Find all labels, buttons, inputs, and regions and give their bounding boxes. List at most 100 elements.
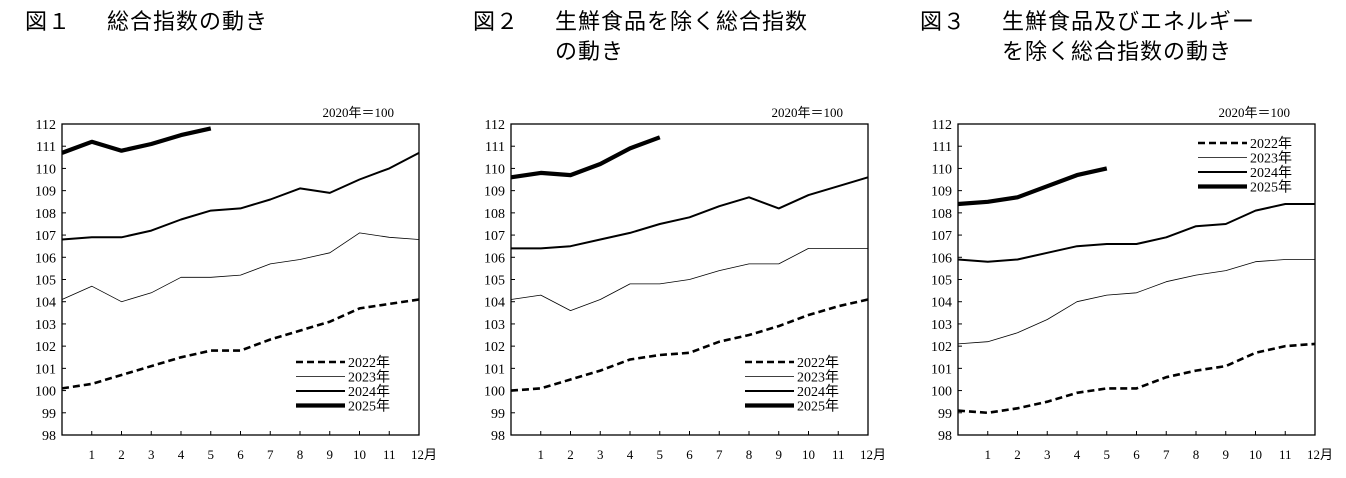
legend-label: 2023年 <box>797 370 839 386</box>
x-tick-label: 7 <box>267 447 274 462</box>
legend-label: 2022年 <box>348 355 390 371</box>
unit-note: 2020年＝100 <box>771 105 843 120</box>
chart-panel-1: 図１ 総合指数の動き 2020年＝100 98 99 100 101 102 103 104 10… <box>0 0 448 478</box>
title-line: 総合指数の動き <box>107 10 269 35</box>
series-line-2025 <box>510 135 661 180</box>
x-tick-label: 1 <box>89 447 96 462</box>
y-tick-label: 107 <box>931 229 952 244</box>
y-tick-label: 103 <box>931 318 952 333</box>
x-tick-label: 11 <box>383 447 396 462</box>
y-tick-label: 98 <box>938 429 952 444</box>
y-tick-label: 98 <box>491 429 505 444</box>
y-tick-label: 108 <box>931 207 952 222</box>
y-tick-label: 102 <box>35 340 56 355</box>
title-line: の動き <box>555 40 625 65</box>
x-tick-label: 6 <box>237 447 244 462</box>
y-tick-label: 109 <box>35 185 56 200</box>
x-tick-label: 5 <box>208 447 215 462</box>
chart-title: 図１ 総合指数の動き <box>25 8 268 38</box>
y-tick-label: 100 <box>35 385 56 400</box>
y-tick-label: 99 <box>938 407 952 422</box>
y-tick-label: 103 <box>35 318 56 333</box>
x-tick-label: 4 <box>1074 447 1081 462</box>
series-line-2023 <box>957 259 1315 345</box>
y-tick-label: 112 <box>485 118 505 133</box>
chart-panel-3: 図３ 生鮮食品及びエネルギー を除く総合指数の動き 2020年＝100 98 99 10… <box>896 0 1344 478</box>
chart-title: 図３ 生鮮食品及びエネルギー を除く総合指数の動き <box>920 8 1255 68</box>
series-line-2022 <box>957 342 1316 415</box>
y-tick-label: 110 <box>36 162 56 177</box>
x-tick-label: 7 <box>1163 447 1170 462</box>
line-chart: 2020年＝1009899100101102103104105106107108… <box>931 105 1333 462</box>
x-tick-label: 9 <box>327 447 334 462</box>
x-tick-label: 4 <box>627 447 634 462</box>
x-tick-label: 3 <box>1044 447 1051 462</box>
y-tick-label: 108 <box>35 207 56 222</box>
y-tick-label: 100 <box>484 385 505 400</box>
y-tick-label: 105 <box>35 274 56 289</box>
line-chart: 2020年＝1009899100101102103104105106107108… <box>484 105 886 462</box>
x-tick-label: 12月 <box>1307 447 1333 462</box>
y-tick-label: 107 <box>484 229 505 244</box>
x-tick-label: 7 <box>716 447 723 462</box>
series-line-2022 <box>61 298 420 390</box>
legend-label: 2024年 <box>797 384 839 400</box>
y-tick-label: 112 <box>932 118 952 133</box>
unit-note: 2020年＝100 <box>1218 105 1290 120</box>
series-line-2025 <box>61 126 212 155</box>
y-tick-label: 99 <box>491 407 505 422</box>
x-tick-label: 1 <box>985 447 992 462</box>
y-tick-label: 101 <box>35 362 56 377</box>
y-tick-label: 104 <box>484 296 505 311</box>
legend-label: 2023年 <box>348 370 390 386</box>
x-tick-label: 6 <box>1133 447 1140 462</box>
x-tick-label: 5 <box>657 447 664 462</box>
y-tick-label: 107 <box>35 229 56 244</box>
y-tick-label: 101 <box>931 362 952 377</box>
series-line-2024 <box>61 152 420 241</box>
y-tick-label: 102 <box>484 340 505 355</box>
y-tick-label: 98 <box>42 429 56 444</box>
legend-label: 2025年 <box>797 399 839 415</box>
x-tick-label: 10 <box>353 447 366 462</box>
title-line: 生鮮食品及びエネルギー <box>1002 10 1256 35</box>
x-tick-label: 6 <box>686 447 693 462</box>
series-line-2025 <box>957 166 1108 207</box>
title-line: を除く総合指数の動き <box>1002 40 1233 65</box>
y-tick-label: 111 <box>932 140 952 155</box>
figure-label: 図１ <box>25 10 72 35</box>
x-tick-label: 11 <box>1279 447 1292 462</box>
x-tick-label: 12月 <box>411 447 437 462</box>
x-tick-label: 2 <box>567 447 574 462</box>
series-line-2024 <box>511 176 869 250</box>
title-line: 生鮮食品を除く総合指数 <box>555 10 809 35</box>
y-tick-label: 101 <box>484 362 505 377</box>
y-tick-label: 110 <box>485 162 505 177</box>
chart-title: 図２ 生鮮食品を除く総合指数 の動き <box>473 8 808 68</box>
y-tick-label: 100 <box>931 385 952 400</box>
x-tick-label: 8 <box>1193 447 1200 462</box>
y-tick-label: 111 <box>485 140 505 155</box>
x-tick-label: 11 <box>832 447 845 462</box>
y-tick-label: 109 <box>931 185 952 200</box>
x-tick-label: 3 <box>148 447 155 462</box>
x-tick-label: 5 <box>1104 447 1111 462</box>
x-tick-label: 3 <box>597 447 604 462</box>
y-tick-label: 104 <box>931 296 952 311</box>
x-tick-label: 12月 <box>860 447 886 462</box>
series-line-2023 <box>510 247 868 312</box>
legend-label: 2024年 <box>348 384 390 400</box>
legend-label: 2024年 <box>1250 165 1292 181</box>
figure-label: 図２ <box>473 10 520 35</box>
y-tick-label: 106 <box>484 251 505 266</box>
y-tick-label: 104 <box>35 296 56 311</box>
y-tick-label: 105 <box>931 274 952 289</box>
y-tick-label: 109 <box>484 185 505 200</box>
x-tick-label: 10 <box>1249 447 1262 462</box>
y-tick-label: 106 <box>931 251 952 266</box>
series-line-2022 <box>510 298 869 392</box>
x-tick-label: 1 <box>538 447 545 462</box>
series-line-2024 <box>957 203 1315 263</box>
y-tick-label: 99 <box>42 407 56 422</box>
unit-note: 2020年＝100 <box>322 105 394 120</box>
